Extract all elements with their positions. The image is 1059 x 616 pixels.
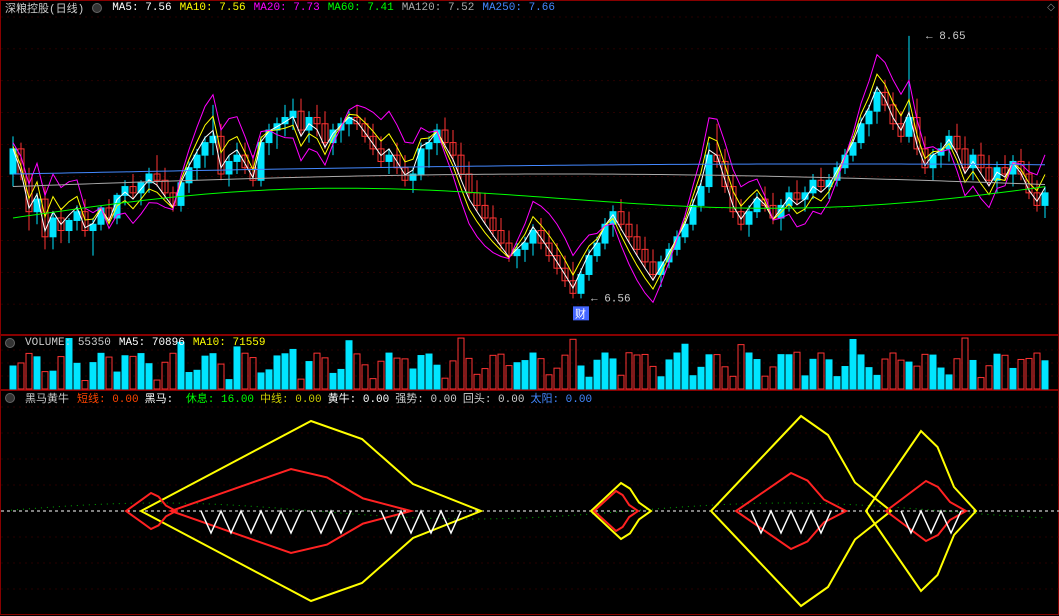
indicator-item: 回头: 0.00: [463, 394, 525, 406]
volume-header: VOLUME: 55350 MA5: 70896 MA10: 71559: [1, 336, 1058, 350]
volume-panel: VOLUME: 55350 MA5: 70896 MA10: 71559: [0, 335, 1059, 390]
stock-title: 深粮控股(日线): [5, 0, 84, 16]
ma20-label: MA20: 7.73: [254, 2, 320, 14]
indicator-name: 黑马黄牛: [25, 390, 69, 406]
indicator-item: 黑马:: [145, 394, 180, 406]
svg-text:← 6.56: ← 6.56: [591, 293, 631, 305]
vol-ma5-label: MA5: 70896: [119, 337, 185, 349]
toggle-icon[interactable]: [5, 393, 15, 403]
ma5-label: MA5: 7.56: [112, 2, 171, 14]
ma120-label: MA120: 7.52: [402, 2, 475, 14]
ma10-label: MA10: 7.56: [180, 2, 246, 14]
indicator-item: 中线: 0.00: [260, 394, 322, 406]
indicator-item: 休息: 16.00: [186, 394, 254, 406]
indicator-item: 黄牛: 0.00: [328, 394, 390, 406]
svg-text:← 8.65: ← 8.65: [926, 31, 966, 43]
candlestick-chart[interactable]: ← 8.65 ← 6.56 财: [1, 1, 1059, 336]
ma60-label: MA60: 7.41: [328, 2, 394, 14]
volume-label: VOLUME: 55350: [25, 337, 111, 349]
ma250-label: MA250: 7.66: [482, 2, 555, 14]
main-header: 深粮控股(日线) MA5: 7.56 MA10: 7.56 MA20: 7.73…: [1, 1, 1058, 15]
svg-text:财: 财: [575, 306, 586, 321]
indicator-chart[interactable]: [1, 391, 1059, 616]
toggle-icon[interactable]: [5, 338, 15, 348]
indicator-panel: 黑马黄牛 短线: 0.00 黑马: 休息: 16.00 中线: 0.00 黄牛: 0.…: [0, 390, 1059, 615]
indicator-header: 黑马黄牛 短线: 0.00 黑马: 休息: 16.00 中线: 0.00 黄牛: 0.…: [1, 391, 1058, 405]
indicator-item: 短线: 0.00: [77, 394, 139, 406]
indicator-item: 太阳: 0.00: [530, 394, 592, 406]
toggle-icon[interactable]: [92, 3, 102, 13]
indicator-item: 强势: 0.00: [395, 394, 457, 406]
vol-ma10-label: MA10: 71559: [193, 337, 266, 349]
main-chart-panel: 深粮控股(日线) MA5: 7.56 MA10: 7.56 MA20: 7.73…: [0, 0, 1059, 335]
